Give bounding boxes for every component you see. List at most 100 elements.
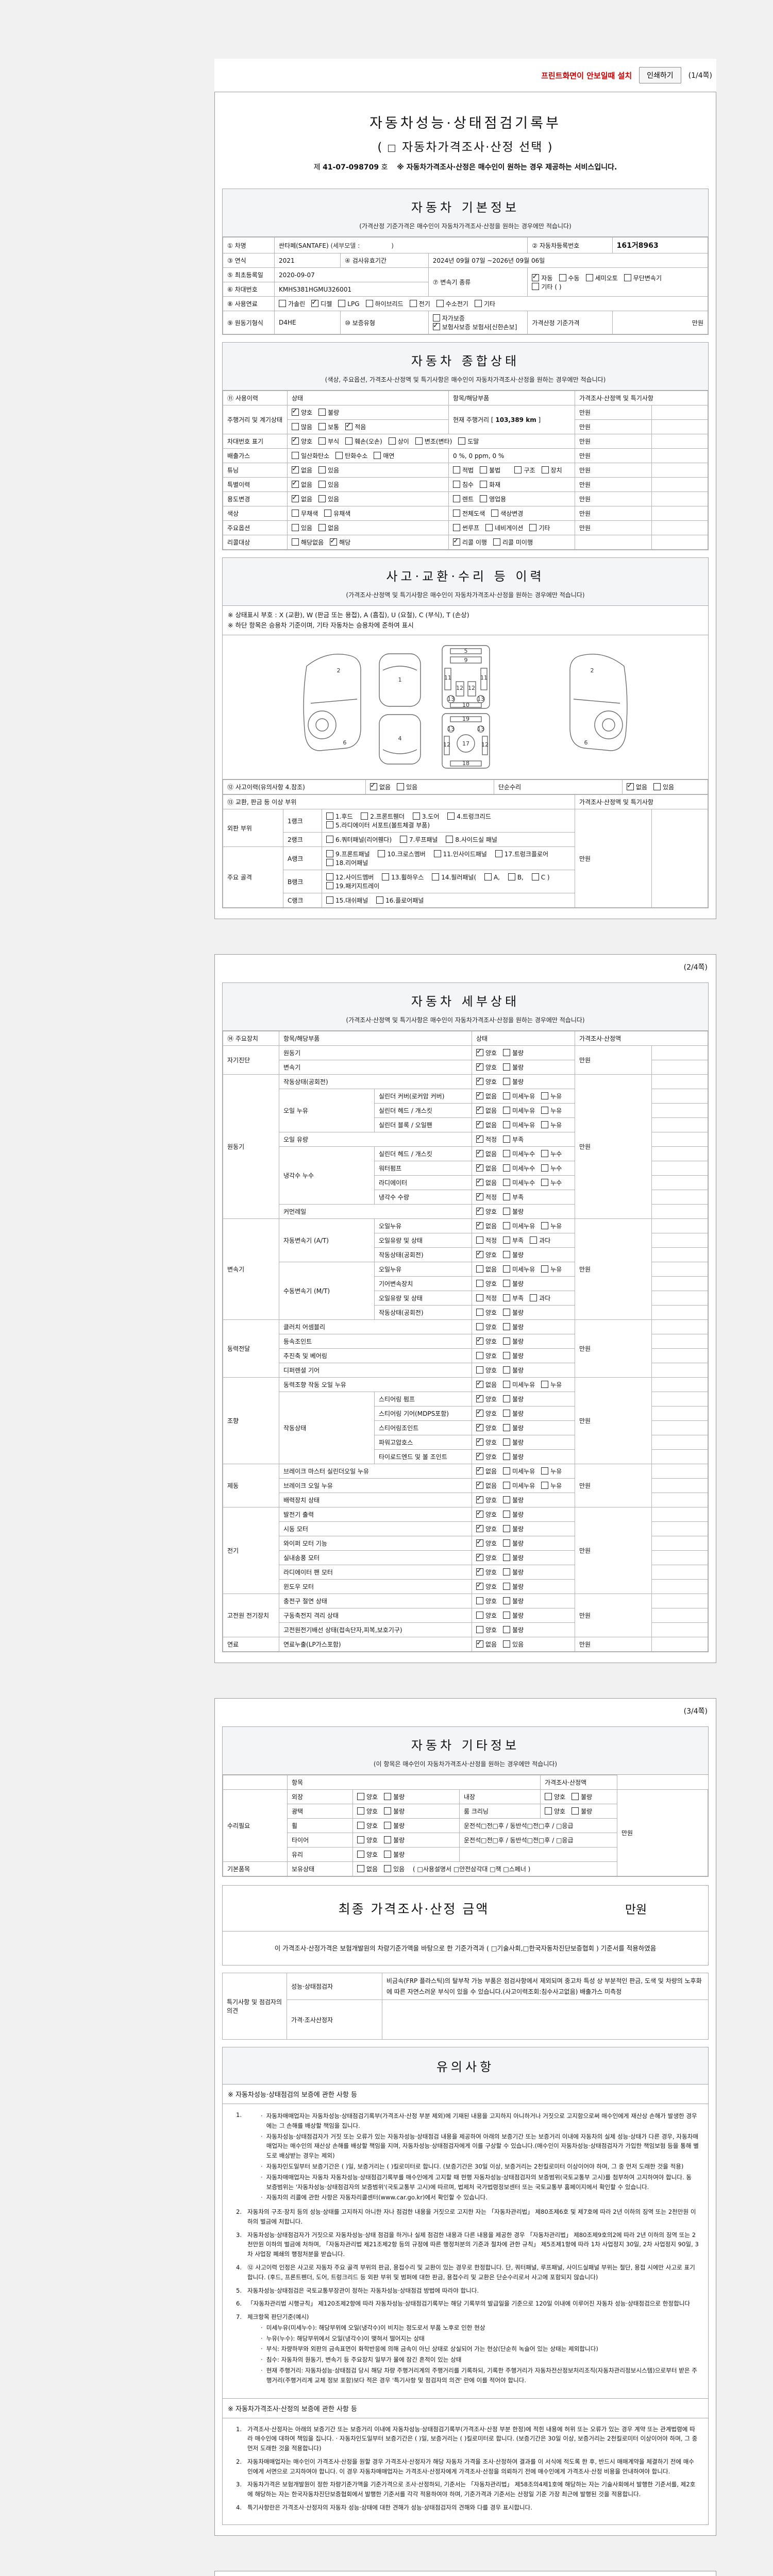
car-damage-diagram-wrap: 2 6 1 4 5 9 11 11 12 12 13 13 10 19 13 13 17 12 12 18 2 6 xyxy=(223,635,708,779)
option-label: 누유 xyxy=(550,1107,562,1114)
repair-needed-label: 수리필요 xyxy=(223,1789,288,1862)
panel-label: 11.인사이드패널 xyxy=(443,851,487,858)
memo-cell xyxy=(651,1464,708,1479)
option-label: 없음 xyxy=(485,1179,497,1187)
price-cell: 만원 xyxy=(617,1789,708,1876)
option-label: 누수 xyxy=(550,1179,562,1187)
notice-number: 2. xyxy=(236,2458,242,2465)
checkbox-unchecked xyxy=(326,821,333,828)
checkbox-unchecked xyxy=(376,896,384,904)
checkbox-unchecked xyxy=(480,466,488,473)
checkbox-unchecked xyxy=(480,495,488,502)
option-label: 없음 xyxy=(485,1482,497,1489)
checkbox-unchecked xyxy=(384,1865,392,1872)
notice-item: 1. 자동차매매업자는 자동차성능·상태점검기록부(가격조사·산정 부분 제외)에… xyxy=(236,2110,699,2204)
check-option: 양호 xyxy=(357,1807,378,1816)
checkbox-unchecked xyxy=(453,510,460,517)
check-item-state: 양호 불량 xyxy=(472,1622,575,1637)
option-label: 있음 xyxy=(328,496,340,503)
checkbox-checked xyxy=(476,1567,483,1575)
check-option: 불량 xyxy=(318,408,339,417)
checkbox-unchecked xyxy=(503,1164,511,1172)
option-label: 불량 xyxy=(512,1453,524,1461)
section-etc-info: 자동차 기타정보 (이 항목은 매수인이 자동차가격조사·산정을 원하는 경우에… xyxy=(222,1726,709,1877)
option-label: 불량 xyxy=(512,1540,524,1547)
check-subitem-label: 기어변속장치 xyxy=(374,1276,472,1291)
option-label: 없음 xyxy=(485,1150,497,1158)
notice-number: 1. xyxy=(236,2111,242,2119)
doc-no-suffix: 호 xyxy=(381,163,388,172)
panel-number: 12 xyxy=(456,685,463,691)
memo-cell xyxy=(651,506,708,521)
checkbox-unchecked xyxy=(476,1352,483,1359)
memo-cell xyxy=(651,1146,708,1161)
check-option: 불량 xyxy=(503,1409,524,1418)
checkbox-checked xyxy=(292,465,299,473)
etc-item-label: 유리 xyxy=(287,1847,353,1862)
check-option: 누유 xyxy=(541,1481,562,1490)
check-option: 양호 xyxy=(476,1408,497,1418)
checkbox-unchecked xyxy=(476,1626,483,1633)
memo-cell xyxy=(651,1262,708,1277)
notice-number: 6. xyxy=(236,2300,242,2308)
etc-item-options: 양호 불량 xyxy=(352,1818,460,1833)
checkbox-unchecked xyxy=(292,510,299,517)
checkbox-checked xyxy=(476,1552,483,1561)
check-item-state: 없음 미세누유 누유 xyxy=(472,1464,575,1479)
checkbox-checked xyxy=(476,1466,483,1475)
checkbox-checked xyxy=(476,1422,483,1431)
checkbox-unchecked xyxy=(374,452,381,459)
check-option: 누유 xyxy=(541,1106,562,1115)
check-option: 양호 xyxy=(476,1366,497,1375)
option-label: 누유 xyxy=(550,1122,562,1129)
option-label: 불량 xyxy=(512,1396,524,1403)
sheet-page-2: (2/4쪽) 자동차 세부상태 (가격조사·산정액 및 특기사항은 매수인이 자… xyxy=(214,954,716,1663)
option-label: 양호 xyxy=(485,1396,497,1403)
option-label: 적정 xyxy=(485,1295,497,1302)
check-item-label: 냉각수 누수 xyxy=(279,1146,375,1205)
notice-bullet: 자동차의 리콜에 관한 사항은 자동차리콜센터(www.car.go.kr)에서… xyxy=(261,2193,699,2202)
check-option: 누유 xyxy=(541,1222,562,1230)
rank-items: 1.후드 2.프론트휀더 3.도어 4.트렁크리드 5.라디에이터 서포트(볼트… xyxy=(322,809,575,833)
checkbox-checked xyxy=(476,1206,483,1215)
price-cell: 만원 xyxy=(575,448,652,463)
checkbox-unchecked xyxy=(292,423,299,430)
check-option: 없음 xyxy=(476,1466,497,1476)
check-item-state: 양호 불량 xyxy=(472,1363,575,1378)
checkbox-checked xyxy=(311,298,319,307)
subtitle-close: ) xyxy=(547,141,553,154)
memo-cell xyxy=(651,1536,708,1551)
checkbox-unchecked xyxy=(503,1208,511,1215)
final-price-unit: 만원 xyxy=(625,1903,647,1917)
check-subitem-label: 타이로드엔드 및 볼 조인트 xyxy=(374,1449,472,1464)
option-label: 불량 xyxy=(512,1598,524,1605)
checkbox-unchecked xyxy=(503,1136,511,1143)
checkbox-checked xyxy=(476,1249,483,1258)
notice-sec1-title: ※ 자동차성능·상태점검의 보증에 관한 사항 등 xyxy=(223,2084,708,2105)
print-button[interactable]: 인쇄하기 xyxy=(639,67,681,83)
checkbox-unchecked xyxy=(503,1222,511,1229)
checkbox-unchecked xyxy=(503,1193,511,1200)
check-option: 불량 xyxy=(503,1539,524,1548)
option-label: 양호 xyxy=(485,1208,497,1215)
option-label: 없음 xyxy=(485,1122,497,1129)
option-label: 전체도색 xyxy=(462,510,485,517)
checkbox-checked xyxy=(476,1451,483,1460)
notice-bullet-text: 자동차의 리콜에 관한 사항은 자동차리콜센터(www.car.go.kr)에서… xyxy=(266,2194,488,2201)
option-label: 색상변경 xyxy=(500,510,524,517)
document-subtitle: ( 자동차가격조사·산정 선택 ) xyxy=(222,137,709,155)
check-option: 보통 xyxy=(318,422,339,431)
price-cell: 만원 xyxy=(575,506,652,521)
check-option: 불량 xyxy=(503,1366,524,1375)
check-option: 불량 xyxy=(503,1625,524,1634)
check-item-state: 양호 불량 xyxy=(472,1493,575,1507)
checkbox-unchecked xyxy=(357,1851,364,1858)
panel-label: 9.프론트패널 xyxy=(335,851,370,858)
option-label: 미세누유 xyxy=(512,1223,535,1230)
panel-check-option: 17.트렁크플로어 xyxy=(495,850,548,858)
check-item-state: 없음 미세누수 누수 xyxy=(472,1146,575,1161)
check-item-state: 양호 불량 xyxy=(472,1305,575,1320)
check-subitem-label: 라디에이터 xyxy=(374,1175,472,1190)
checkbox-unchecked xyxy=(397,783,405,790)
checkbox-checked xyxy=(432,321,440,330)
